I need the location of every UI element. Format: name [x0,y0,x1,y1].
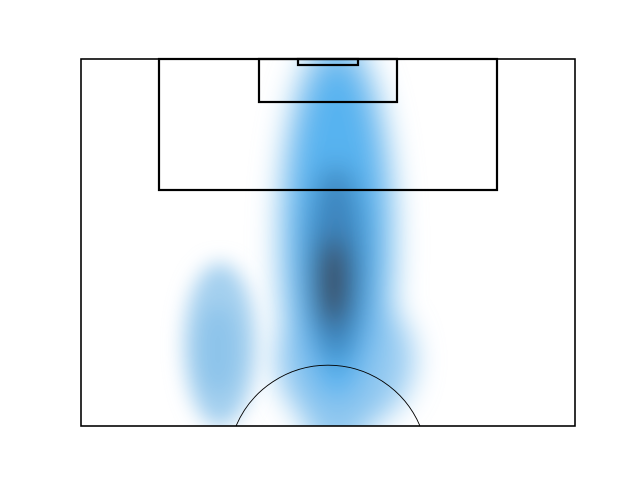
density-blob-main [275,59,415,426]
density-blob-side [184,263,256,426]
pitch-markings [80,57,576,427]
density-layer [184,59,415,426]
density-main-core [316,237,350,327]
center-circle-arc [235,364,421,426]
goal [296,57,360,67]
density-side-inner [198,305,238,395]
